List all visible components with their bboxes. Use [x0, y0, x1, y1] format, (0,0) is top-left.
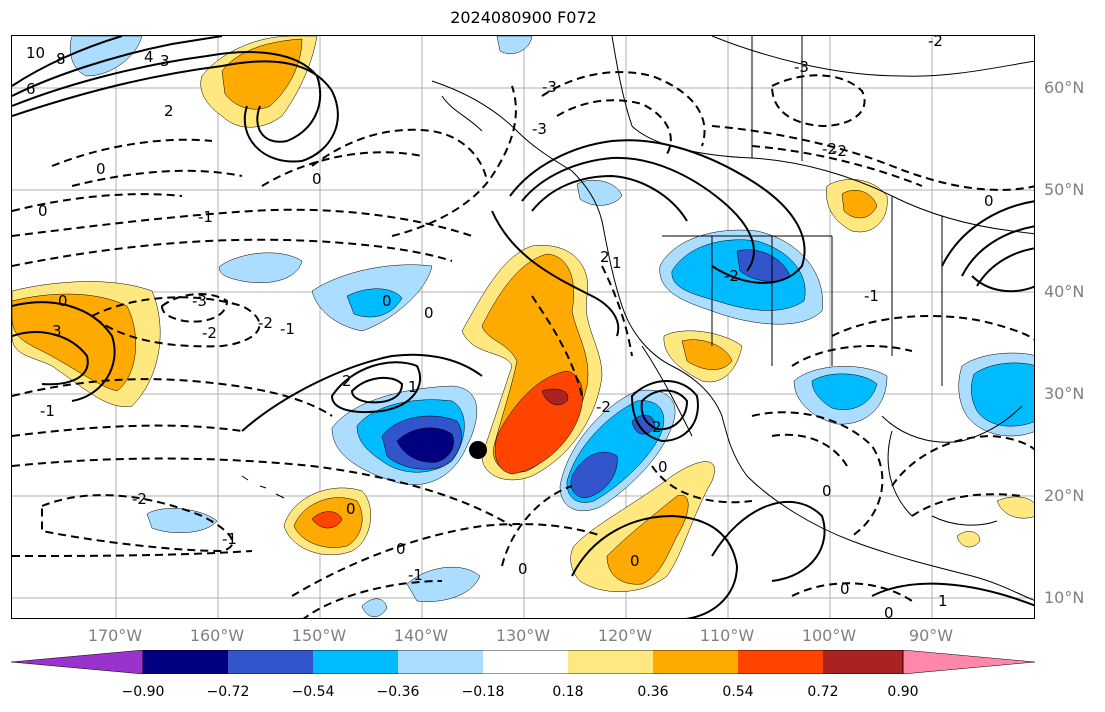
contour-label: -2	[832, 142, 847, 160]
shaded-anomalies	[12, 36, 1034, 617]
contour-label: -3	[192, 292, 207, 310]
map-title: 2024080900 F072	[450, 8, 597, 27]
contour-label: -1	[222, 530, 237, 548]
contour-label: -3	[542, 78, 557, 96]
map-panel: 10 8 6 4 3 2 0 0 0 -1 -3 -2 -2 -1 0 0 2 …	[11, 35, 1035, 619]
contour-label: 3	[160, 52, 170, 70]
colorbar-segment	[568, 650, 653, 674]
contour-label: -2	[202, 324, 217, 342]
contour-label: -1	[198, 208, 213, 226]
contour-label: 0	[424, 304, 434, 322]
lon-label-100w: 100°W	[801, 626, 857, 645]
contour-label: -2	[258, 314, 273, 332]
contour-label: 0	[630, 552, 640, 570]
contour-label: 10	[26, 44, 45, 62]
contour-label: -2	[822, 140, 837, 158]
contour-label: 0	[984, 192, 994, 210]
contour-label: -2	[928, 36, 943, 50]
lon-label-140w: 140°W	[393, 626, 449, 645]
contour-label: -2	[724, 267, 739, 285]
contour-label: 0	[884, 604, 894, 619]
lon-label-90w: 90°W	[908, 626, 954, 645]
lat-label-50n: 50°N	[1044, 180, 1085, 199]
contour-label: 0	[312, 170, 322, 188]
storm-center-marker	[469, 441, 487, 459]
coastlines	[241, 36, 1034, 601]
contour-label: -1	[408, 566, 423, 584]
lon-label-160w: 160°W	[189, 626, 245, 645]
colorbar-tick-label: 0.54	[722, 684, 754, 700]
colorbar-tick-label: −0.18	[461, 684, 505, 700]
lon-label-110w: 110°W	[699, 626, 755, 645]
colorbar-segment	[313, 650, 398, 674]
lat-label-30n: 30°N	[1044, 384, 1085, 403]
lat-label-40n: 40°N	[1044, 282, 1085, 301]
contour-label: 0	[346, 500, 356, 518]
colorbar-segment	[738, 650, 823, 674]
contour-label: 1	[612, 254, 622, 272]
colorbar-tick-label: −0.36	[376, 684, 420, 700]
contour-label: 3	[52, 322, 62, 340]
colorbar-tick-label: −0.72	[206, 684, 250, 700]
lon-label-170w: 170°W	[87, 626, 143, 645]
colorbar-segment	[483, 650, 568, 674]
contour-label: 2	[164, 102, 174, 120]
dashed-contours	[12, 71, 1034, 618]
lon-label-120w: 120°W	[597, 626, 653, 645]
contour-labels: 10 8 6 4 3 2 0 0 0 -1 -3 -2 -2 -1 0 0 2 …	[26, 36, 994, 619]
contour-label: -3	[794, 58, 809, 76]
contour-label: -3	[532, 120, 547, 138]
lon-label-130w: 130°W	[495, 626, 551, 645]
contour-label: 2	[600, 248, 610, 266]
contour-label: 0	[58, 292, 68, 310]
contour-label: 2	[652, 418, 662, 436]
colorbar-segment	[228, 650, 313, 674]
colorbar-segment	[823, 650, 903, 674]
colorbar-tick-label: −0.90	[121, 684, 165, 700]
contour-label: -2	[132, 490, 147, 508]
colorbar	[11, 650, 1035, 674]
contour-label: 0	[396, 540, 406, 558]
map-canvas: 10 8 6 4 3 2 0 0 0 -1 -3 -2 -2 -1 0 0 2 …	[12, 36, 1034, 619]
contour-label: 0	[840, 580, 850, 598]
colorbar-segment	[143, 650, 228, 674]
lat-label-20n: 20°N	[1044, 486, 1085, 505]
contour-label: 0	[382, 292, 392, 310]
contour-label: -1	[280, 320, 295, 338]
lat-label-60n: 60°N	[1044, 78, 1085, 97]
colorbar-tick-label: 0.36	[637, 684, 669, 700]
colorbar-tick-label: 0.72	[807, 684, 839, 700]
contour-label: 0	[96, 160, 106, 178]
contour-label: -2	[596, 398, 611, 416]
colorbar-segment	[653, 650, 738, 674]
contour-label: 0	[518, 560, 528, 578]
colorbar-tick-label: −0.54	[291, 684, 335, 700]
lon-label-150w: 150°W	[291, 626, 347, 645]
contour-label: 4	[144, 48, 154, 66]
contour-label: 0	[658, 458, 668, 476]
contour-label: 2	[342, 372, 352, 390]
contour-label: 1	[938, 592, 948, 610]
contour-label: -1	[40, 402, 55, 420]
colorbar-segment	[902, 650, 1035, 674]
contour-label: 6	[26, 80, 36, 98]
contour-label: 1	[408, 378, 418, 396]
contour-label: 8	[56, 50, 66, 68]
colorbar-segment	[11, 650, 144, 674]
lat-label-10n: 10°N	[1044, 588, 1085, 607]
colorbar-tick-label: 0.90	[887, 684, 919, 700]
contour-label: 0	[38, 202, 48, 220]
contour-label: 0	[822, 482, 832, 500]
contour-label: -1	[864, 287, 879, 305]
colorbar-segment	[398, 650, 483, 674]
colorbar-tick-label: 0.18	[552, 684, 584, 700]
